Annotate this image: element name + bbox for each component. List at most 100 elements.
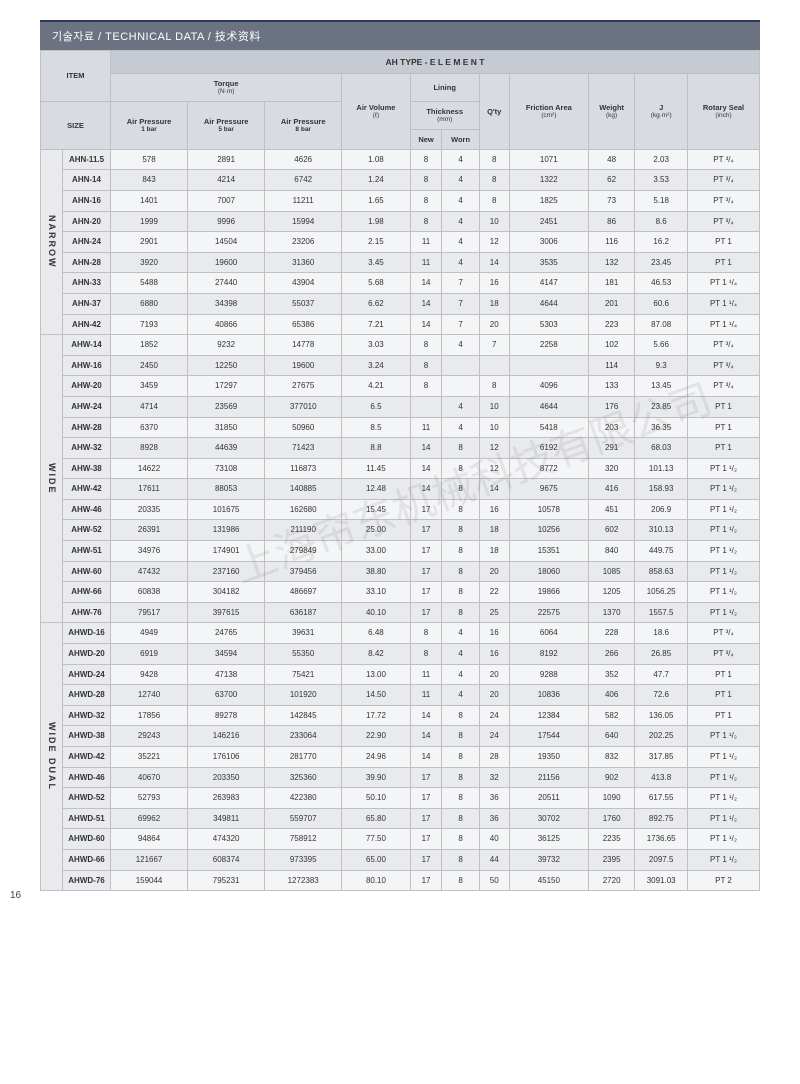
cell: 11.45 xyxy=(342,458,410,479)
cell: 72.6 xyxy=(635,685,688,706)
cell: 16 xyxy=(479,623,509,644)
cell: 17 xyxy=(410,582,442,603)
cell: 840 xyxy=(588,541,634,562)
cell: 8 xyxy=(410,355,442,376)
cell: 406 xyxy=(588,685,634,706)
table-row: AHW-42176118805314088512.481481496754161… xyxy=(41,479,760,500)
cell: 2720 xyxy=(588,870,634,891)
item-label: AHWD-38 xyxy=(63,726,111,747)
cell: PT 1 ¹/₂ xyxy=(688,520,760,541)
cell: 4147 xyxy=(509,273,588,294)
cell: 50960 xyxy=(265,417,342,438)
cell: 63700 xyxy=(188,685,265,706)
cell: 14 xyxy=(410,705,442,726)
cell: 1085 xyxy=(588,561,634,582)
hdr-friction: Friction Area(cm²) xyxy=(509,74,588,150)
cell: 7.21 xyxy=(342,314,410,335)
cell: 9288 xyxy=(509,664,588,685)
cell: 22.90 xyxy=(342,726,410,747)
cell: 228 xyxy=(588,623,634,644)
cell: 640 xyxy=(588,726,634,747)
group-label: WIDE xyxy=(41,335,63,623)
table-row: WIDEAHW-1418529232147783.0384722581025.6… xyxy=(41,335,760,356)
cell: 636187 xyxy=(265,602,342,623)
cell: PT ³/₄ xyxy=(688,335,760,356)
cell: 4 xyxy=(442,232,479,253)
cell: 116 xyxy=(588,232,634,253)
item-label: AHN-24 xyxy=(63,232,111,253)
cell: 18060 xyxy=(509,561,588,582)
cell: 14 xyxy=(410,293,442,314)
cell: 6192 xyxy=(509,438,588,459)
cell: PT 1 ¹/₂ xyxy=(688,602,760,623)
cell: 65.00 xyxy=(342,849,410,870)
cell: 14 xyxy=(410,438,442,459)
cell: 47432 xyxy=(111,561,188,582)
table-row: AHWD-249428471387542113.0011420928835247… xyxy=(41,664,760,685)
cell: 12.48 xyxy=(342,479,410,500)
cell: 62 xyxy=(588,170,634,191)
cell: 6.5 xyxy=(342,396,410,417)
table-row: AHW-666083830418248669733.10178221986612… xyxy=(41,582,760,603)
cell: 94864 xyxy=(111,829,188,850)
cell: 15994 xyxy=(265,211,342,232)
cell: PT 1 xyxy=(688,705,760,726)
cell: 6742 xyxy=(265,170,342,191)
cell: 10 xyxy=(479,396,509,417)
table-row: AHWD-32178568927814284517.72148241238458… xyxy=(41,705,760,726)
item-label: AHWD-16 xyxy=(63,623,111,644)
cell: PT 1 ¹/₂ xyxy=(688,541,760,562)
cell: PT 1 ¹/₂ xyxy=(688,767,760,788)
hdr-ap5: Air Pressure5 bar xyxy=(188,101,265,149)
cell: 133 xyxy=(588,376,634,397)
cell: 88053 xyxy=(188,479,265,500)
table-row: AHWD-28127406370010192014.50114201083640… xyxy=(41,685,760,706)
cell: 7 xyxy=(442,314,479,335)
hdr-size: SIZE xyxy=(41,101,111,149)
cell: 36 xyxy=(479,788,509,809)
cell: 9675 xyxy=(509,479,588,500)
cell: PT ³/₄ xyxy=(688,211,760,232)
cell: PT 1 xyxy=(688,232,760,253)
cell: 6880 xyxy=(111,293,188,314)
cell: 60.6 xyxy=(635,293,688,314)
hdr-item: ITEM xyxy=(41,51,111,102)
cell: 1.08 xyxy=(342,149,410,170)
cell: 758912 xyxy=(265,829,342,850)
cell: 602 xyxy=(588,520,634,541)
group-label: WIDE DUAL xyxy=(41,623,63,891)
table-row: AHWD-20691934594553508.428416819226626.8… xyxy=(41,644,760,665)
cell: 578 xyxy=(111,149,188,170)
item-label: AHW-76 xyxy=(63,602,111,623)
table-row: AHWD-464067020335032536039.9017832211569… xyxy=(41,767,760,788)
cell: 279849 xyxy=(265,541,342,562)
cell: 1557.5 xyxy=(635,602,688,623)
cell: 291 xyxy=(588,438,634,459)
cell: 17856 xyxy=(111,705,188,726)
cell: 73108 xyxy=(188,458,265,479)
cell: 617.55 xyxy=(635,788,688,809)
item-label: AHWD-28 xyxy=(63,685,111,706)
cell: 14 xyxy=(479,479,509,500)
cell: 87.08 xyxy=(635,314,688,335)
cell: PT 1 ¹/₂ xyxy=(688,561,760,582)
cell: PT 1 ¹/₄ xyxy=(688,314,760,335)
cell: 4 xyxy=(442,335,479,356)
group-label: NARROW xyxy=(41,149,63,334)
table-row: AHWD-423522117610628177024.9614828193508… xyxy=(41,747,760,768)
cell: PT 1 ¹/₂ xyxy=(688,479,760,500)
cell: 3535 xyxy=(509,252,588,273)
item-label: AHN-11.5 xyxy=(63,149,111,170)
cell: 10 xyxy=(479,211,509,232)
item-label: AHN-16 xyxy=(63,190,111,211)
cell: 146216 xyxy=(188,726,265,747)
cell: 263983 xyxy=(188,788,265,809)
cell: 33.10 xyxy=(342,582,410,603)
table-row: AHW-522639113198621119025.00178181025660… xyxy=(41,520,760,541)
cell: 46.53 xyxy=(635,273,688,294)
cell: 9428 xyxy=(111,664,188,685)
table-row: AHW-462033510167516268015.45178161057845… xyxy=(41,499,760,520)
cell: 8 xyxy=(442,499,479,520)
cell: 5488 xyxy=(111,273,188,294)
cell: 8 xyxy=(442,870,479,891)
